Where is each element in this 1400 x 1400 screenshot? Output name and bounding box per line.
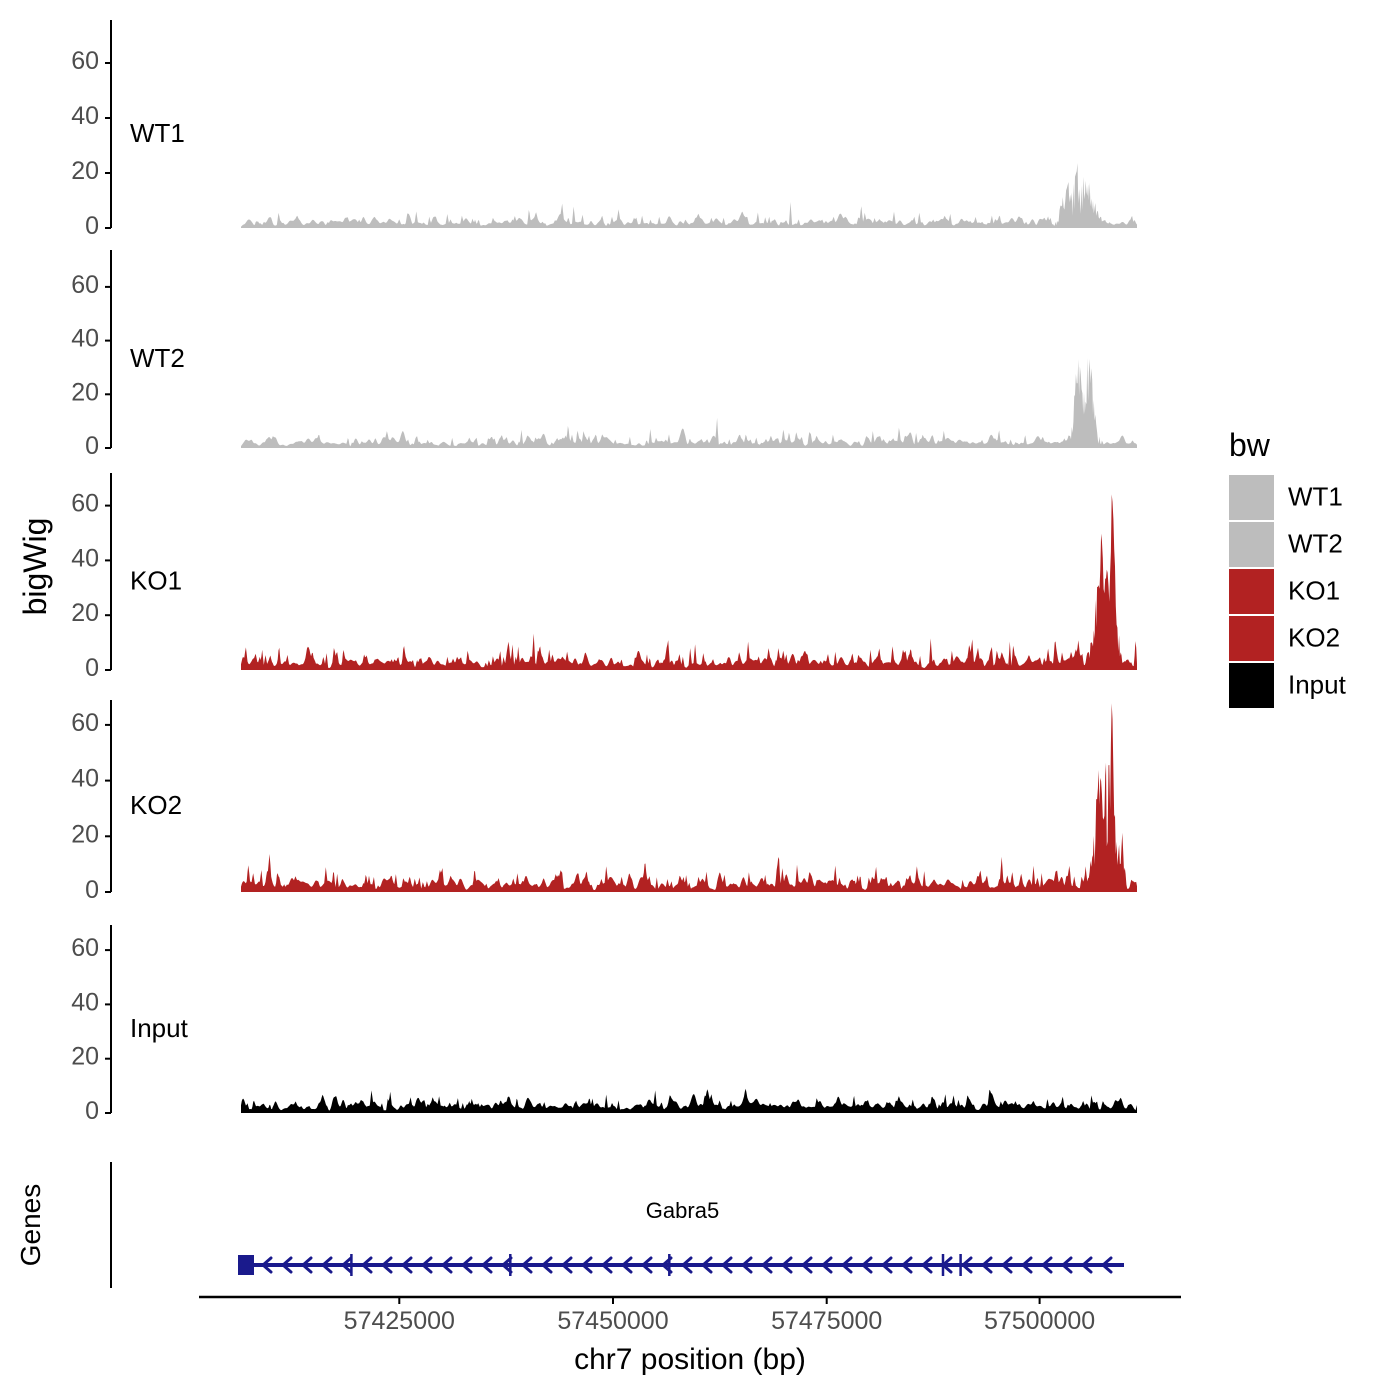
svg-text:20: 20 xyxy=(71,378,99,406)
svg-text:40: 40 xyxy=(71,325,99,353)
svg-text:WT2: WT2 xyxy=(130,343,185,373)
svg-text:0: 0 xyxy=(85,212,99,240)
svg-text:57475000: 57475000 xyxy=(771,1307,882,1335)
svg-text:KO2: KO2 xyxy=(1288,623,1340,653)
svg-text:Genes: Genes xyxy=(15,1184,46,1267)
svg-text:KO2: KO2 xyxy=(130,790,182,820)
svg-text:Input: Input xyxy=(130,1013,189,1043)
svg-text:0: 0 xyxy=(85,1097,99,1125)
svg-text:40: 40 xyxy=(71,988,99,1016)
svg-text:WT1: WT1 xyxy=(130,118,185,148)
svg-text:Gabra5: Gabra5 xyxy=(646,1198,719,1223)
svg-text:40: 40 xyxy=(71,102,99,130)
svg-text:bigWig: bigWig xyxy=(17,518,53,616)
svg-text:60: 60 xyxy=(71,47,99,75)
svg-text:40: 40 xyxy=(71,765,99,793)
svg-text:40: 40 xyxy=(71,544,99,572)
svg-text:60: 60 xyxy=(71,271,99,299)
svg-text:60: 60 xyxy=(71,490,99,518)
svg-text:60: 60 xyxy=(71,934,99,962)
svg-text:0: 0 xyxy=(85,876,99,904)
svg-text:0: 0 xyxy=(85,654,99,682)
svg-text:bw: bw xyxy=(1229,427,1271,463)
svg-text:chr7 position (bp): chr7 position (bp) xyxy=(574,1343,806,1376)
svg-text:20: 20 xyxy=(71,820,99,848)
svg-text:Input: Input xyxy=(1288,670,1347,700)
svg-text:20: 20 xyxy=(71,599,99,627)
svg-text:KO1: KO1 xyxy=(130,566,182,596)
svg-text:60: 60 xyxy=(71,709,99,737)
svg-text:WT2: WT2 xyxy=(1288,529,1343,559)
svg-text:WT1: WT1 xyxy=(1288,482,1343,512)
svg-text:0: 0 xyxy=(85,432,99,460)
svg-text:57450000: 57450000 xyxy=(557,1307,668,1335)
svg-text:20: 20 xyxy=(71,157,99,185)
svg-text:20: 20 xyxy=(71,1043,99,1071)
svg-text:57425000: 57425000 xyxy=(344,1307,455,1335)
svg-text:57500000: 57500000 xyxy=(984,1307,1095,1335)
svg-text:KO1: KO1 xyxy=(1288,576,1340,606)
